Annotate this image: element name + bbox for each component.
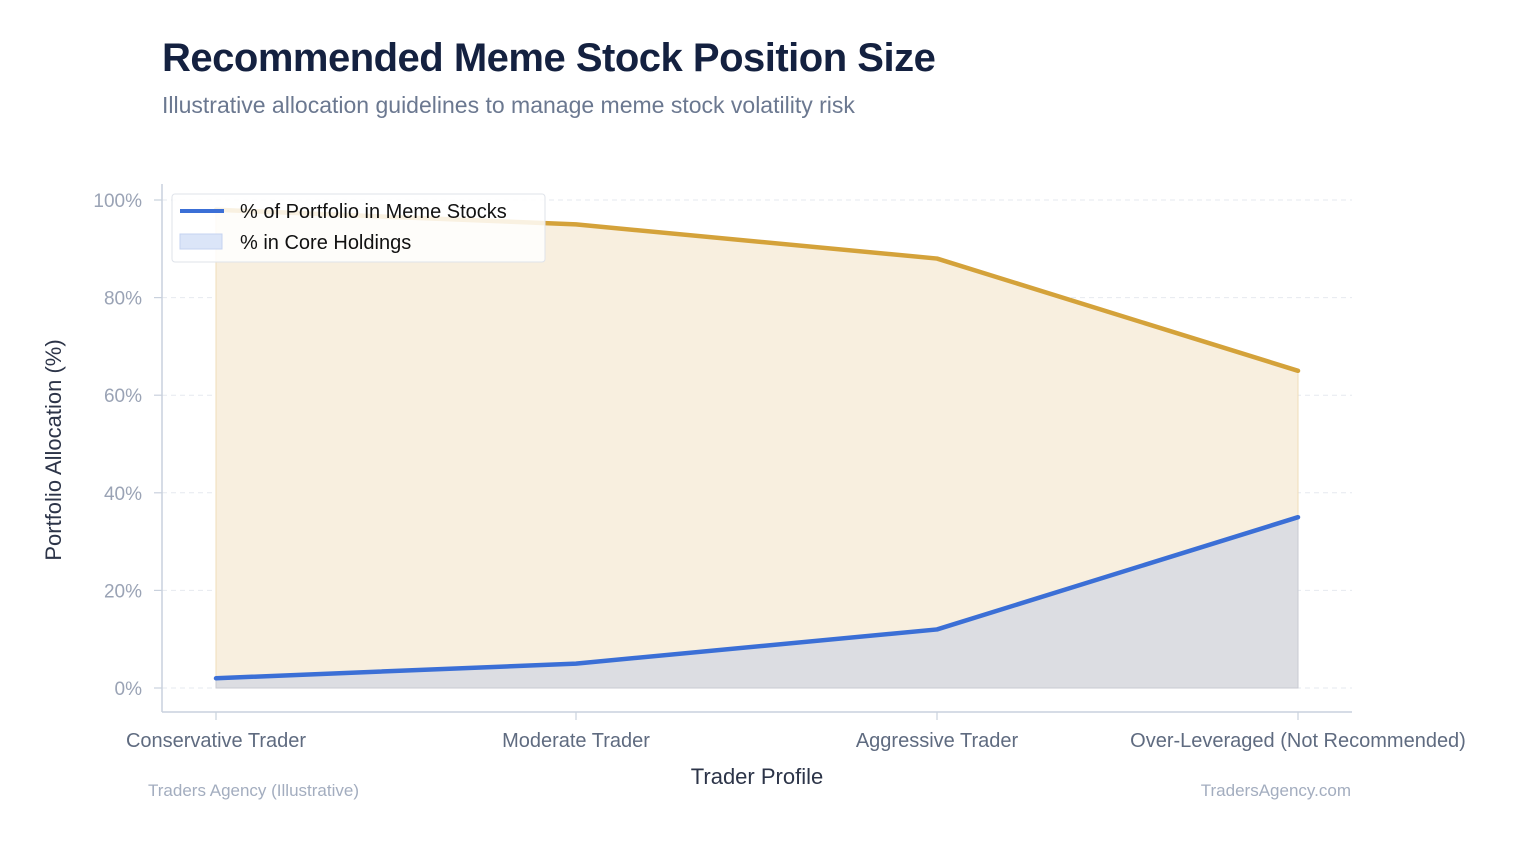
x-tick-label: Over-Leveraged (Not Recommended) <box>1130 730 1466 752</box>
y-tick-label: 20% <box>104 581 142 602</box>
legend-label-core: % in Core Holdings <box>240 232 411 254</box>
axes <box>161 184 1352 713</box>
footer-right: TradersAgency.com <box>1201 781 1351 800</box>
x-axis-label: Trader Profile <box>691 764 823 789</box>
legend-area-swatch <box>179 233 223 250</box>
line-meme-stocks <box>213 514 1301 681</box>
legend-box <box>171 193 546 263</box>
series-areas <box>215 209 1299 689</box>
y-tick-label: 100% <box>93 191 142 212</box>
y-tick-label: 60% <box>104 386 142 407</box>
chart-subtitle: Illustrative allocation guidelines to ma… <box>162 92 855 118</box>
legend-label-meme: % of Portfolio in Meme Stocks <box>240 201 507 223</box>
y-tick-label: 80% <box>104 289 142 310</box>
x-tick-label: Moderate Trader <box>502 730 650 752</box>
legend: % of Portfolio in Meme Stocks % in Core … <box>171 193 546 263</box>
y-tick-label: 40% <box>104 484 142 505</box>
chart-title: Recommended Meme Stock Position Size <box>162 36 936 80</box>
y-ticks: 0% 20% 40% 60% 80% 100% <box>93 191 162 700</box>
y-tick-label: 0% <box>115 679 143 700</box>
y-axis-label: Portfolio Allocation (%) <box>41 339 66 560</box>
x-tick-label: Aggressive Trader <box>856 730 1019 752</box>
x-tick-label: Conservative Trader <box>126 730 306 752</box>
footer-left: Traders Agency (Illustrative) <box>148 781 359 800</box>
x-ticks: Conservative Trader Moderate Trader Aggres… <box>126 712 1466 752</box>
